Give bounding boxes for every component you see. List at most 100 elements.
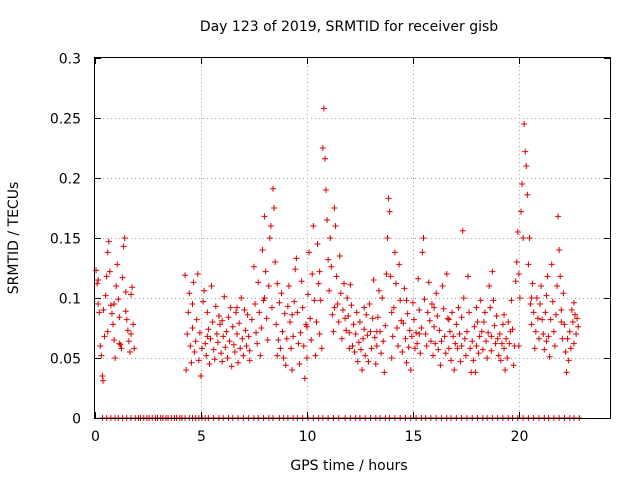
data-point [559,335,566,342]
data-point [501,345,508,352]
data-point [104,249,111,256]
data-point [459,227,466,234]
data-point [285,283,292,289]
data-point [438,338,445,345]
data-point [352,331,359,337]
data-point [189,325,196,331]
data-point [206,361,213,367]
data-point [296,361,303,367]
data-point [433,290,440,297]
data-point [112,355,119,361]
data-point [346,329,353,336]
data-point [387,273,394,280]
data-point [261,213,268,220]
data-point [557,273,564,280]
data-point [536,335,543,342]
data-point [455,304,462,311]
y-axis-label: SRMTID / TECUs [6,182,22,295]
data-point [399,349,406,355]
data-point [563,369,570,376]
data-point [277,345,284,352]
data-point [264,337,271,343]
data-point [275,337,282,343]
data-point [363,311,370,318]
data-point [128,331,135,337]
data-point [391,249,398,256]
data-point [236,320,243,327]
data-points [93,105,583,421]
data-point [373,328,380,335]
data-point [550,328,557,335]
data-point [111,337,118,343]
data-point [494,335,501,342]
data-point [341,280,348,287]
data-point [565,357,572,364]
data-point [242,327,249,334]
data-point [392,280,399,287]
plot-frame [94,57,611,419]
data-point [495,352,502,359]
data-point [239,335,246,342]
data-point [462,352,469,359]
data-point [217,321,224,328]
data-point [543,338,550,345]
data-point [366,301,373,307]
data-point [472,369,479,376]
data-point [485,329,492,336]
data-point [104,328,111,335]
data-point [226,338,233,345]
data-point [313,319,320,325]
data-point [449,309,456,316]
data-point [522,148,529,155]
data-point [336,253,343,259]
data-point [397,297,404,304]
data-point [125,338,132,345]
data-point [523,163,530,169]
data-point [224,355,231,361]
data-point [201,287,208,294]
data-point [105,238,112,245]
data-point [491,322,498,329]
data-point [331,304,338,311]
data-point [128,291,135,298]
data-point [543,292,550,299]
data-point [470,357,477,364]
data-point [185,309,192,316]
data-point [254,340,261,347]
data-point [190,279,197,286]
data-point [250,263,257,270]
data-point [130,321,137,328]
data-point [529,280,536,287]
x-tick-label: 10 [299,429,317,445]
data-point [534,315,541,322]
data-point [406,327,413,334]
data-point [279,328,286,335]
x-tick-label: 15 [405,429,423,445]
data-point [118,345,125,352]
data-point [483,338,490,345]
data-point [300,343,307,349]
data-point [386,208,393,215]
data-point [453,321,460,328]
data-point [298,278,305,285]
data-point [333,273,340,280]
y-tick-label: 0.2 [59,172,81,188]
data-point [319,145,326,151]
grid-lines [95,58,610,418]
data-point [289,311,296,318]
data-point [488,347,495,354]
data-point [253,329,260,336]
data-point [444,315,451,322]
data-point [284,303,291,310]
data-point [502,367,509,373]
data-point [435,346,442,353]
data-point [382,322,389,329]
data-point [413,329,420,336]
data-point [513,259,520,265]
data-point [440,305,447,312]
data-point [568,307,575,313]
data-point [508,297,515,304]
data-point [246,357,253,364]
data-point [347,281,354,288]
data-point [514,229,521,235]
